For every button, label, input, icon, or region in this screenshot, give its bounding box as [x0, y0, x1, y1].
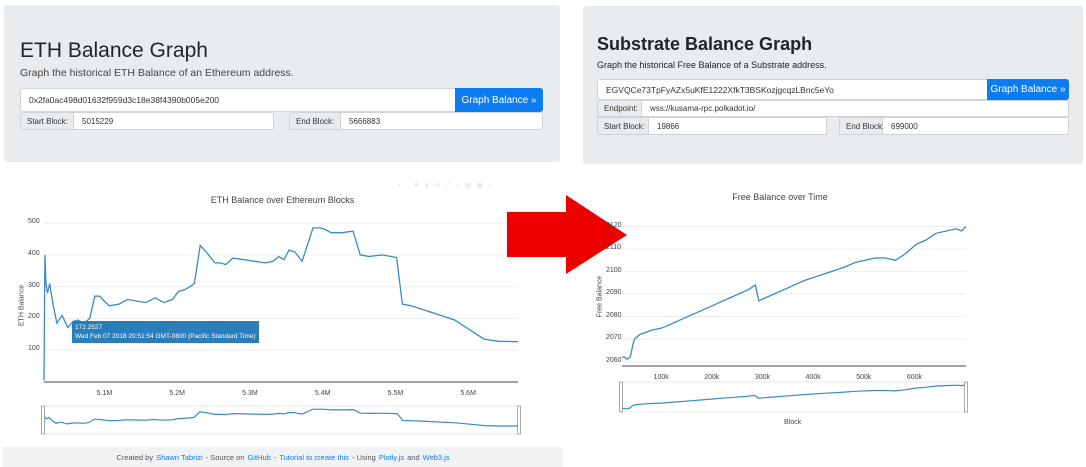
substrate-x-tick: 600k	[906, 374, 923, 381]
plotly-modebar[interactable]: ▪ ▫ ✥ ⊕ ⊖ ⤢ ⌂ ▤ ▦ ≡	[398, 183, 494, 189]
footer-dash: -	[273, 452, 277, 462]
substrate-y-tick: 2070	[606, 334, 622, 341]
footer-github-link[interactable]: GitHub	[247, 452, 271, 462]
substrate-chart-xlabel: Block	[784, 419, 802, 426]
eth-y-tick: 100	[28, 345, 40, 353]
eth-series-line	[43, 227, 519, 381]
substrate-endpoint-input[interactable]: wss://kusama-rpc.polkadot.io/	[642, 100, 1069, 117]
substrate-line-plot	[622, 226, 967, 367]
substrate-x-tick: 100k	[653, 374, 669, 381]
substrate-y-tick: 2080	[606, 311, 622, 319]
substrate-chart-ylabel: Free Balance	[596, 275, 604, 318]
right-arrow-icon	[507, 195, 627, 274]
substrate-range-handle-right[interactable]	[964, 381, 968, 413]
eth-form-panel: ETH Balance Graph Graph the historical E…	[4, 5, 560, 162]
eth-range-handle-left[interactable]	[41, 405, 45, 435]
eth-title: ETH Balance Graph	[20, 39, 208, 62]
eth-y-tick: 200	[28, 313, 40, 321]
eth-range-slider	[41, 405, 521, 435]
substrate-range-line	[621, 384, 967, 410]
substrate-start-block-label: Start Block:	[597, 117, 649, 135]
eth-x-tick: 5.5M	[387, 390, 404, 397]
tooltip-value: 172.2527	[75, 324, 103, 331]
substrate-y-tick: 2060	[606, 356, 622, 364]
footer-source-on: - Source on	[205, 452, 245, 462]
substrate-range-slider	[619, 381, 968, 413]
substrate-series-line	[622, 226, 967, 361]
eth-x-tick: 5.2M	[169, 390, 185, 397]
tooltip-date: Wed Feb 07 2018 20:51:54 GMT-0800 (Pacif…	[75, 333, 256, 340]
eth-end-block-label: End Block:	[289, 112, 341, 130]
footer-web3-link[interactable]: Web3.js	[422, 452, 450, 462]
footer: Created by Shawn Tabrizi - Source on Git…	[3, 447, 563, 467]
eth-start-block-input[interactable]: 5015229	[74, 112, 274, 130]
footer-tutorial-link[interactable]: Tutorial to create this	[279, 452, 350, 462]
eth-line-plot	[43, 222, 519, 383]
eth-x-tick: 5.4M	[314, 390, 331, 397]
substrate-start-block-input[interactable]: 19866	[649, 117, 827, 135]
substrate-y-tick: 2110	[606, 244, 622, 251]
substrate-chart-title: Free Balance over Time	[732, 192, 828, 202]
substrate-endpoint-label: Endpoint:	[597, 100, 642, 117]
substrate-end-block-label: End Block:	[839, 117, 884, 135]
substrate-x-tick: 200k	[704, 374, 720, 381]
substrate-range-frame	[620, 381, 967, 413]
eth-end-block-input[interactable]: 5666883	[341, 112, 543, 130]
substrate-x-tick: 400k	[805, 374, 821, 381]
eth-lead: Graph the historical ETH Balance of an E…	[20, 67, 294, 79]
footer-and: and	[407, 452, 420, 462]
eth-y-tick: 400	[28, 249, 40, 257]
eth-range-handle-right[interactable]	[517, 405, 521, 435]
footer-created-by: Created by	[116, 452, 154, 462]
eth-x-tick: 5.1M	[96, 390, 113, 397]
substrate-form-panel: Substrate Balance Graph Graph the histor…	[583, 6, 1083, 164]
substrate-title: Substrate Balance Graph	[597, 34, 813, 54]
eth-range-line	[42, 408, 519, 432]
eth-x-tick: 5.6M	[460, 390, 476, 397]
eth-x-tick: 5.3M	[242, 390, 258, 397]
substrate-y-tick: 2100	[606, 266, 622, 274]
footer-plotly-link[interactable]: Plotly.js	[378, 452, 405, 462]
footer-author-link[interactable]: Shawn Tabrizi	[156, 452, 203, 462]
eth-graph-balance-button[interactable]: Graph Balance »	[455, 88, 543, 112]
substrate-x-tick: 500k	[856, 374, 872, 381]
substrate-end-block-input[interactable]: 699000	[883, 117, 1069, 135]
substrate-graph-balance-button[interactable]: Graph Balance »	[987, 79, 1069, 100]
substrate-y-tick: 2090	[606, 289, 622, 296]
substrate-range-handle-left[interactable]	[619, 381, 623, 413]
substrate-address-input[interactable]: EGVQCe73TpFyAZx5uKfE1222XfkT3BSKozjgcqzL…	[597, 79, 988, 100]
eth-hover-tooltip: 172.2527 Wed Feb 07 2018 20:51:54 GMT-08…	[72, 321, 259, 343]
substrate-y-tick: 2120	[606, 221, 622, 229]
eth-chart-title: ETH Balance over Ethereum Blocks	[210, 195, 355, 205]
eth-y-tick: 500	[28, 218, 40, 226]
eth-address-input[interactable]: 0x2fa0ac498d01632f959d3c18e38f4390b005e2…	[20, 88, 456, 112]
footer-using: - Using	[352, 452, 376, 462]
substrate-lead: Graph the historical Free Balance of a S…	[597, 60, 827, 70]
eth-start-block-label: Start Block:	[20, 112, 74, 130]
substrate-x-tick: 300k	[754, 374, 771, 381]
eth-y-tick: 300	[28, 281, 40, 289]
